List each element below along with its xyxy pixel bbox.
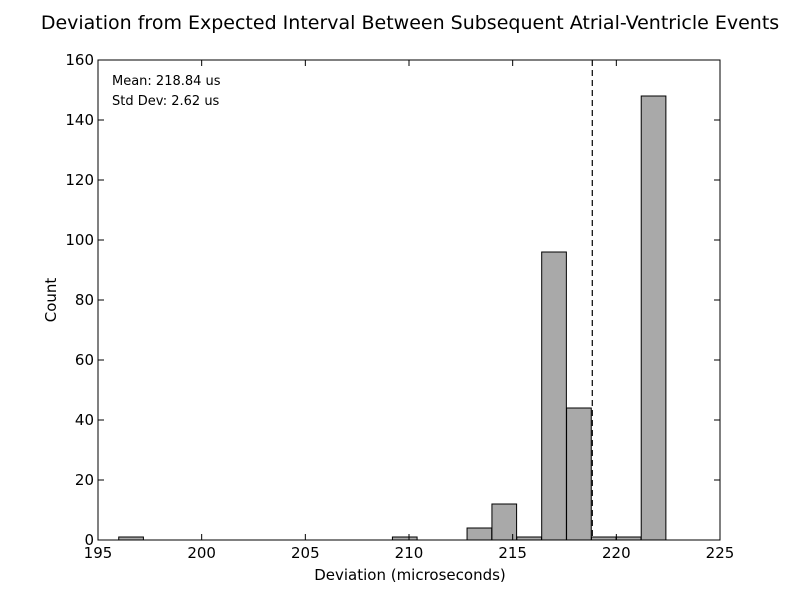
x-tick-label-5: 220	[602, 544, 631, 562]
y-tick-label-5: 100	[65, 231, 94, 249]
y-tick-label-6: 120	[65, 171, 94, 189]
y-tick-label-2: 40	[75, 411, 94, 429]
y-tick-label-4: 80	[75, 291, 94, 309]
x-tick-label-2: 205	[291, 544, 320, 562]
y-tick-label-0: 0	[84, 531, 94, 549]
histogram-bar-2	[466, 527, 493, 541]
bars-layer	[118, 95, 667, 541]
axes-layer: 195 200 205 210 215 220 225 0 20 40 60 80 100 120 140 1…	[65, 51, 734, 562]
std-dev-annotation: Std Dev: 2.62 us	[112, 94, 220, 109]
y-axis-label: Count	[42, 278, 60, 323]
y-tick-label-7: 140	[65, 111, 94, 129]
y-tick-label-1: 20	[75, 471, 94, 489]
y-tick-label-3: 60	[75, 351, 94, 369]
histogram-bar-5	[541, 251, 567, 541]
x-tick-label-6: 225	[706, 544, 735, 562]
histogram-bar-9	[640, 95, 667, 541]
chart-title: Deviation from Expected Interval Between…	[41, 12, 779, 34]
y-tick-label-8: 160	[65, 51, 94, 69]
x-tick-label-0: 195	[84, 544, 113, 562]
x-tick-label-3: 210	[395, 544, 424, 562]
histogram-bar-6	[566, 407, 592, 541]
x-axis-label: Deviation (microseconds)	[314, 566, 506, 584]
mean-annotation: Mean: 218.84 us	[112, 74, 221, 89]
x-tick-label-4: 215	[498, 544, 527, 562]
x-tick-label-1: 200	[187, 544, 216, 562]
